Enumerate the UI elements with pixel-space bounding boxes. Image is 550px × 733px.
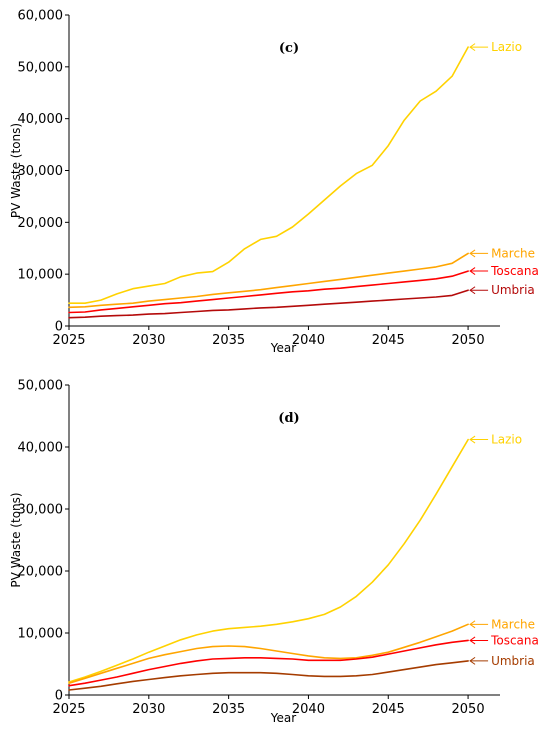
panel-d-series-line-umbria [68,660,469,691]
panel-c-y-tick-label: 30,000 [18,164,64,179]
panel-d-series-label-lazio: Lazio [491,433,522,447]
panel-d-x-tick-label: 2025 [52,702,85,717]
panel-c-x-tick-label: 2035 [212,333,245,348]
panel-c-series-line-umbria [68,289,469,319]
panel-c-x-tick-label: 2025 [52,333,85,348]
panel-c-annotation-arrowhead-umbria [469,286,476,295]
panel-c-series-label-lazio: Lazio [491,40,522,54]
panel-d-y-tick-label: 40,000 [18,441,64,456]
panel-d-x-tick-label: 2040 [292,702,325,717]
panel-c-annotation-arrowhead-lazio [469,43,476,52]
panel-c-x-tick-label: 2040 [292,333,325,348]
panel-c-series-line-toscana [68,270,469,314]
panel-c-y-tick-label: 60,000 [18,9,64,24]
panel-d-annotation-arrowhead-lazio [469,435,476,444]
panel-c-y-tick-label: 50,000 [18,60,64,75]
panel-d-x-tick-label: 2035 [212,702,245,717]
panel-c-series-line-lazio [68,46,469,305]
panel-d-y-tick-label: 20,000 [18,565,64,580]
panel-d-series-label-toscana: Toscana [490,633,539,647]
panel-d-x-tick-label: 2050 [452,702,485,717]
panel-d-annotation-arrowhead-toscana [469,636,476,645]
panel-c-series-line-marche [68,252,469,309]
panel-c-x-tick-label: 2050 [452,333,485,348]
panel-d-series-label-umbria: Umbria [491,654,535,668]
panel-c-x-tick-label: 2045 [372,333,405,348]
panel-d-x-tick-label: 2030 [132,702,165,717]
panel-c-annotation-arrowhead-toscana [469,267,476,275]
panel-c-y-tick-label: 40,000 [18,112,64,127]
panel-c-y-tick-label: 0 [55,320,63,335]
panel-d-y-tick-label: 0 [55,689,63,704]
panel-d-y-tick-label: 30,000 [18,503,64,518]
panel-c-series-label-marche: Marche [491,246,535,260]
panel-c-y-axis-label: PV Waste (tons) [9,123,23,218]
panel-c-x-axis-label: Year [270,341,296,355]
panel-d-annotation-arrowhead-umbria [469,656,476,665]
panel-d-y-tick-label: 50,000 [18,379,64,394]
panel-d-series-line-marche [68,623,469,685]
panel-c-series-label-toscana: Toscana [490,264,539,278]
panel-d-y-axis-label: PV Waste (tons) [9,492,23,587]
panel-d-x-axis-label: Year [270,711,296,725]
panel-d-annotation-arrowhead-marche [469,620,476,629]
panel-d-y-tick-label: 10,000 [18,627,64,642]
panel-d-series-label-marche: Marche [491,617,535,631]
panel-c-label: (c) [279,41,299,56]
panel-c-x-tick-label: 2030 [132,333,165,348]
panel-c-y-tick-label: 10,000 [18,268,64,283]
panel-d-x-tick-label: 2045 [372,702,405,717]
panel-c-annotation-arrowhead-marche [469,249,476,258]
panel-d-label: (d) [278,411,299,426]
panel-c-y-tick-label: 20,000 [18,216,64,231]
panel-d-series-line-toscana [68,639,469,687]
panel-c-series-label-umbria: Umbria [491,283,535,297]
panel-d-series-line-lazio [68,438,469,683]
